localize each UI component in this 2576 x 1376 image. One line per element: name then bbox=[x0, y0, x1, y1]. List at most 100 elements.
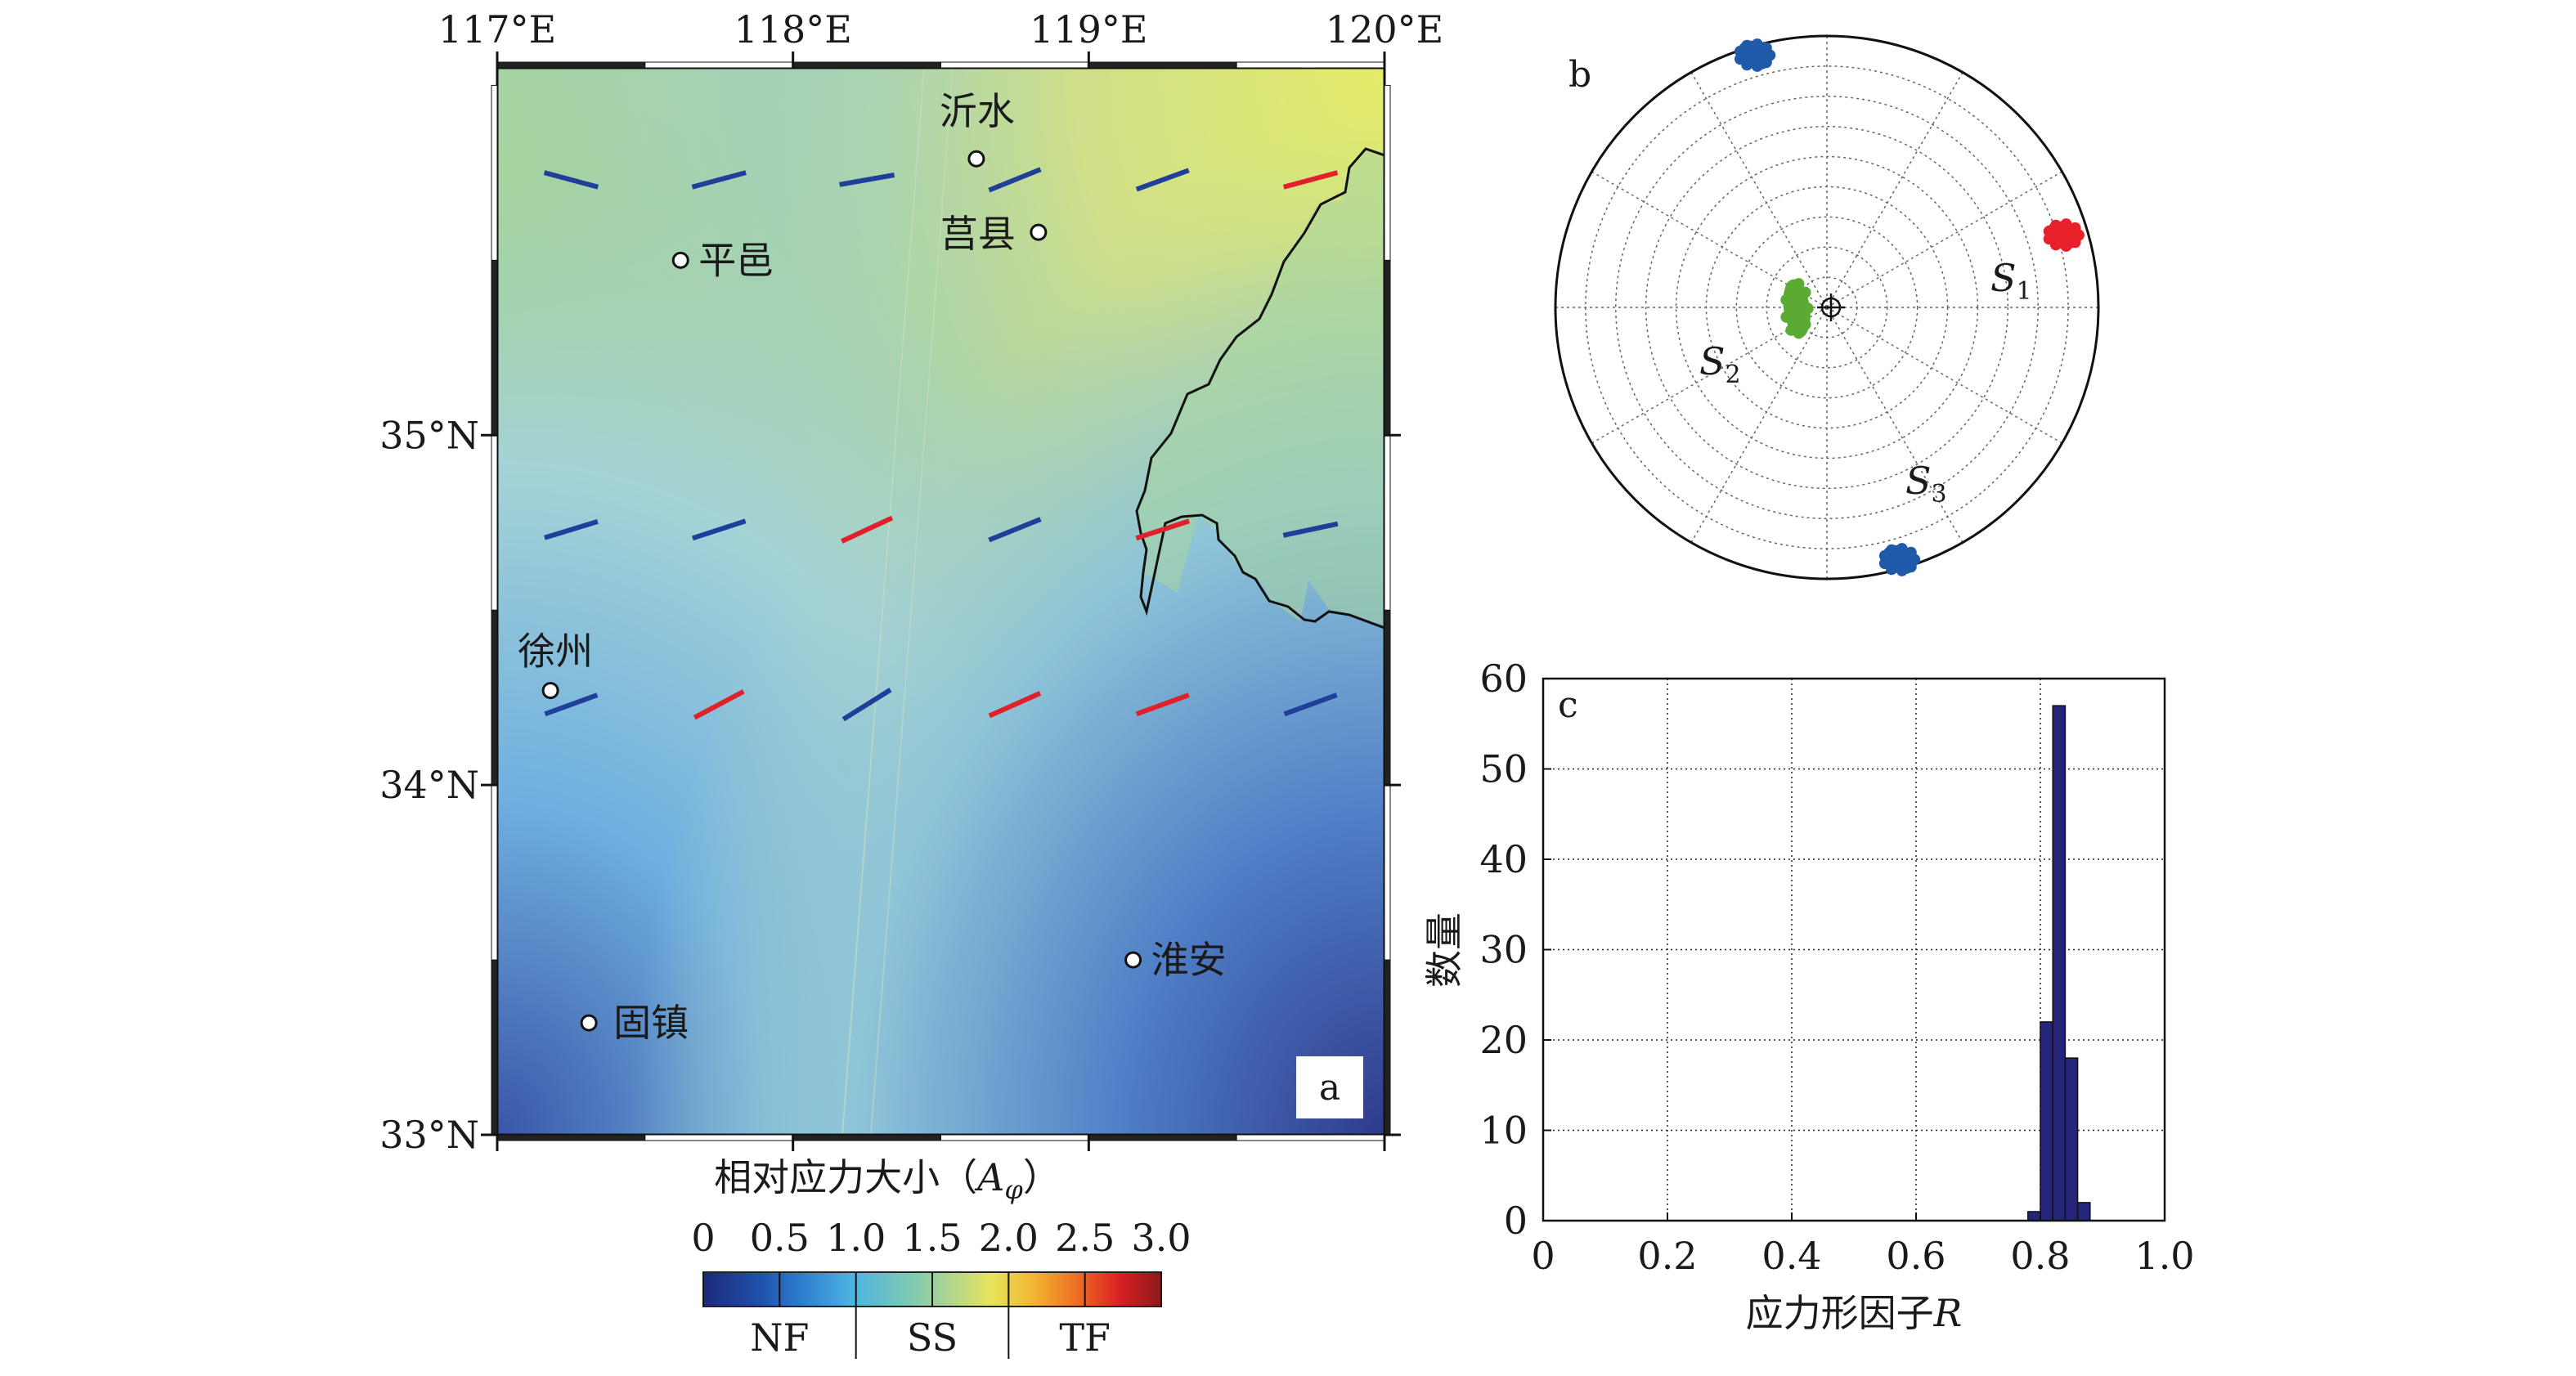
frame-segment bbox=[491, 259, 498, 436]
stress-sample-point bbox=[1785, 324, 1797, 336]
plunge-circle bbox=[1735, 216, 1919, 399]
map-frame bbox=[491, 61, 1391, 1141]
frame-segment bbox=[491, 84, 498, 261]
stress-sample-point bbox=[1780, 294, 1793, 306]
frame-segment bbox=[1384, 784, 1391, 961]
shmax-bar-tf bbox=[693, 689, 745, 720]
x-tick-label: 0.6 bbox=[1886, 1234, 1945, 1278]
frame-segment bbox=[496, 1134, 646, 1141]
stress-sample-point bbox=[1905, 546, 1917, 558]
frame-segment bbox=[1236, 61, 1385, 69]
stress-sample-point bbox=[2060, 218, 2072, 231]
shmax-bar-nf bbox=[691, 170, 747, 190]
lon-tick-label: 117°E bbox=[438, 7, 556, 52]
frame-segment bbox=[644, 1134, 794, 1141]
map-field bbox=[497, 68, 1384, 1135]
city-label: 沂水 bbox=[940, 89, 1015, 133]
colorbar: 相对应力大小（Aφ） 0 0.5 1.0 1.5 2.0 2.5 3.0 NF SS TF bbox=[691, 1155, 1191, 1360]
colorbar-tick-label: 1.5 bbox=[902, 1216, 962, 1260]
city-label: 徐州 bbox=[518, 630, 593, 674]
frame-segment bbox=[1384, 609, 1391, 786]
lat-tick-label: 33°N bbox=[379, 1113, 479, 1157]
stress-sample-point bbox=[1793, 278, 1805, 290]
frame-segment bbox=[1384, 959, 1391, 1136]
y-tick-label: 60 bbox=[1479, 657, 1528, 701]
stress-sample-point bbox=[1751, 38, 1763, 51]
stress-sample-point bbox=[1905, 561, 1917, 573]
azimuth-line bbox=[1690, 72, 1828, 308]
frame-segment bbox=[1236, 1134, 1385, 1141]
shmax-bar-tf bbox=[1282, 170, 1339, 190]
shmax-bar-nf bbox=[988, 167, 1042, 193]
latitude-ticks: 35°N 34°N 33°N bbox=[379, 413, 1401, 1157]
stereonet-panel: b S1 S2 S3 bbox=[1554, 34, 2100, 580]
stress-sample-point bbox=[1760, 42, 1772, 54]
histogram-bar bbox=[2052, 705, 2067, 1221]
city-marker bbox=[671, 251, 689, 269]
x-tick-label: 1.0 bbox=[2134, 1234, 2194, 1278]
plunge-circle bbox=[1645, 125, 2009, 490]
stress-sample-point bbox=[1896, 543, 1908, 555]
stereonet-primitive bbox=[1554, 34, 2100, 580]
histogram-x-label: 应力形因子R bbox=[1746, 1291, 1963, 1335]
shmax-bar-nf bbox=[988, 517, 1042, 543]
panel-b-label: b bbox=[1568, 54, 1591, 96]
colorbar-tick-label: 2.0 bbox=[979, 1216, 1039, 1260]
panel-a-label: a bbox=[1319, 1067, 1340, 1109]
x-tick-label: 0.2 bbox=[1637, 1234, 1697, 1278]
frame-segment bbox=[491, 784, 498, 961]
plunge-circle bbox=[1615, 96, 2039, 519]
y-tick-label: 40 bbox=[1479, 837, 1528, 881]
colorbar-tick-label: 0 bbox=[691, 1216, 715, 1260]
y-tick-label: 20 bbox=[1479, 1018, 1528, 1062]
y-tick-label: 50 bbox=[1479, 747, 1528, 791]
panel-a-label-box bbox=[1296, 1056, 1363, 1118]
stress-sample-point bbox=[1896, 564, 1908, 576]
stress-sample-point bbox=[1751, 60, 1763, 72]
histogram-y-label: 数量 bbox=[1422, 912, 1466, 988]
stress-sample-point bbox=[1760, 56, 1772, 69]
regime-label: SS bbox=[907, 1315, 958, 1360]
stress-sample-point bbox=[2069, 222, 2081, 234]
city-marker bbox=[967, 150, 985, 168]
shmax-bar-nf bbox=[543, 170, 599, 190]
frame-segment bbox=[1384, 259, 1391, 436]
y-tick-label: 0 bbox=[1504, 1199, 1528, 1243]
y-tick-label: 10 bbox=[1479, 1109, 1528, 1153]
lon-tick-label: 118°E bbox=[734, 7, 851, 52]
city-marker bbox=[1124, 951, 1142, 969]
frame-segment bbox=[1088, 1134, 1237, 1141]
stress-sample-point bbox=[2049, 219, 2062, 231]
x-tick-label: 0 bbox=[1531, 1234, 1555, 1278]
shmax-bar-nf bbox=[841, 688, 892, 722]
fault-trace bbox=[841, 68, 925, 1135]
shmax-bar-tf bbox=[988, 691, 1042, 719]
frame-segment bbox=[1088, 61, 1237, 69]
shmax-bar-nf bbox=[544, 518, 599, 540]
frame-segment bbox=[1384, 434, 1391, 611]
center-cross bbox=[1817, 294, 1845, 321]
colorbar-tick-label: 3.0 bbox=[1131, 1216, 1191, 1260]
stress-sample-point bbox=[1802, 303, 1814, 315]
shmax-bar-nf bbox=[544, 692, 599, 717]
shmax-bar-nf bbox=[1282, 521, 1339, 538]
shmax-bar-tf bbox=[1135, 692, 1190, 717]
frame-segment bbox=[792, 1134, 942, 1141]
s2-label: S2 bbox=[1699, 339, 1741, 389]
frame-segment bbox=[1384, 84, 1391, 261]
frame-segment bbox=[491, 609, 498, 786]
shmax-bar-nf bbox=[1283, 692, 1338, 717]
stress-sample-point bbox=[2069, 236, 2081, 249]
panel-c-label: c bbox=[1558, 684, 1578, 726]
stress-sample-point bbox=[2060, 240, 2072, 252]
shmax-bar-nf bbox=[691, 518, 747, 541]
stress-sample-point bbox=[1886, 544, 1898, 556]
x-tick-label: 0.8 bbox=[2010, 1234, 2070, 1278]
city-marker bbox=[1030, 223, 1048, 241]
frame-segment bbox=[491, 959, 498, 1136]
y-tick-label: 30 bbox=[1479, 928, 1528, 972]
city-label: 淮安 bbox=[1151, 938, 1227, 982]
stress-sample-point bbox=[1741, 39, 1753, 52]
